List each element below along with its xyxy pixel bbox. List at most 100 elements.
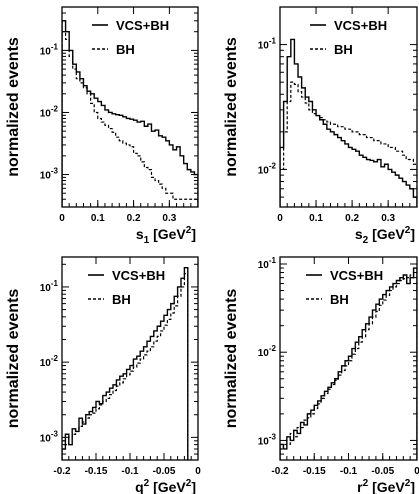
y-tick-exponent: -2 (51, 104, 59, 113)
y-tick-base: 10 (40, 171, 52, 182)
y-tick-label: 10-1 (40, 279, 59, 294)
x-tick-label: -0.15 (85, 466, 108, 477)
x-tick-label: 0.2 (345, 213, 359, 224)
x-tick-label: -0.05 (371, 466, 394, 477)
y-tick-base: 10 (40, 108, 52, 119)
legend-vcs-bh-label: VCS+BH (334, 18, 387, 33)
y-tick-label: 10-1 (258, 256, 277, 271)
y-tick-base: 10 (258, 260, 270, 271)
y-tick-label: 10-2 (40, 104, 59, 119)
x-axis-var: s (136, 226, 144, 242)
y-tick-exponent: -2 (51, 354, 59, 363)
x-tick-label: 0.1 (91, 213, 105, 224)
y-tick-base: 10 (258, 436, 270, 447)
x-tick-label: -0.15 (303, 466, 326, 477)
y-tick-exponent: -1 (269, 256, 277, 265)
y-tick-base: 10 (258, 165, 270, 176)
legend-bh-label: BH (330, 292, 349, 307)
x-tick-label: 0 (277, 213, 283, 224)
chart-panel-3: -0.2 -0.15 -0.1 -0.05 010-310-210-1normalize… (5, 256, 201, 494)
legend-bh-label: BH (112, 292, 131, 307)
x-axis-unit: [GeV (372, 479, 405, 494)
x-axis-var: s (355, 226, 363, 242)
x-tick-label: 0.2 (127, 213, 141, 224)
y-tick-exponent: -1 (269, 37, 277, 46)
y-tick-base: 10 (258, 41, 270, 52)
series-vcs-bh-line (280, 267, 417, 460)
x-axis-unit-close: ] (410, 226, 415, 242)
x-axis-var: r (357, 479, 363, 494)
y-tick-exponent: -3 (51, 167, 59, 176)
x-axis-unit-close: ] (410, 479, 415, 494)
series-vcs-bh-line (280, 38, 417, 207)
chart-panel-4: -0.2 -0.15 -0.1 -0.05 010-310-210-1normalize… (223, 256, 419, 494)
y-tick-label: 10-1 (258, 37, 277, 52)
y-tick-exponent: -2 (269, 161, 277, 170)
x-tick-label: -0.2 (53, 466, 71, 477)
y-tick-base: 10 (40, 433, 52, 444)
x-axis-subscript: 1 (144, 235, 150, 246)
x-tick-label: 0 (414, 466, 419, 477)
y-axis-label: normalized events (223, 289, 240, 429)
plot-frame (279, 6, 418, 208)
series-vcs-bh-line (62, 267, 189, 460)
x-tick-label: 0 (195, 466, 201, 477)
y-tick-label: 10-2 (40, 354, 59, 369)
x-axis-unit: [GeV (153, 479, 186, 494)
series-vcs-bh-line (62, 20, 198, 207)
y-tick-base: 10 (40, 46, 52, 57)
y-tick-label: 10-3 (40, 167, 59, 182)
y-tick-exponent: -2 (269, 344, 277, 353)
y-tick-base: 10 (40, 283, 52, 294)
y-axis-label: normalized events (223, 37, 240, 177)
x-axis-unit-close: ] (191, 226, 196, 242)
x-axis-unit-exponent: 2 (405, 225, 411, 236)
x-axis-unit-exponent: 2 (186, 478, 192, 489)
x-axis-label: q2 [GeV2] (135, 478, 196, 494)
x-tick-label: -0.05 (153, 466, 176, 477)
x-axis-var: q (135, 479, 144, 494)
y-tick-label: 10-3 (258, 432, 277, 447)
legend-bh-label: BH (116, 42, 135, 57)
legend-vcs-bh-label: VCS+BH (112, 268, 165, 283)
y-tick-exponent: -1 (51, 42, 59, 51)
x-tick-label: 0 (59, 213, 65, 224)
y-tick-base: 10 (40, 358, 52, 369)
series-bh-line (280, 271, 417, 460)
y-tick-exponent: -3 (269, 432, 277, 441)
series-bh-line (62, 31, 198, 207)
y-tick-exponent: -1 (51, 279, 59, 288)
y-tick-label: 10-3 (40, 429, 59, 444)
legend-vcs-bh-label: VCS+BH (116, 18, 169, 33)
x-tick-label: 0.3 (162, 213, 176, 224)
x-axis-label: s2 [GeV2] (355, 225, 415, 246)
y-axis-label: normalized events (5, 37, 22, 177)
plot-frame (61, 6, 199, 208)
x-tick-label: -0.2 (271, 466, 289, 477)
x-tick-label: -0.1 (121, 466, 139, 477)
series-bh-line (62, 273, 189, 460)
x-axis-label: r2 [GeV2] (357, 478, 415, 494)
x-tick-label: 0.1 (309, 213, 323, 224)
x-axis-label: s1 [GeV2] (136, 225, 196, 246)
x-axis-unit-exponent: 2 (186, 225, 192, 236)
y-tick-label: 10-2 (258, 344, 277, 359)
x-axis-var-exponent: 2 (144, 478, 150, 489)
y-tick-label: 10-1 (40, 42, 59, 57)
x-axis-unit-exponent: 2 (405, 478, 411, 489)
x-tick-label: 0.3 (381, 213, 395, 224)
x-axis-var-exponent: 2 (363, 478, 369, 489)
series-bh-line (280, 81, 417, 207)
x-tick-label: -0.1 (340, 466, 358, 477)
y-tick-exponent: -3 (51, 429, 59, 438)
y-axis-label: normalized events (5, 289, 22, 429)
x-axis-unit: [GeV (372, 226, 405, 242)
x-axis-unit-close: ] (191, 479, 196, 494)
legend-vcs-bh-label: VCS+BH (330, 268, 383, 283)
y-tick-base: 10 (258, 348, 270, 359)
x-axis-subscript: 2 (363, 235, 369, 246)
y-tick-label: 10-2 (258, 161, 277, 176)
